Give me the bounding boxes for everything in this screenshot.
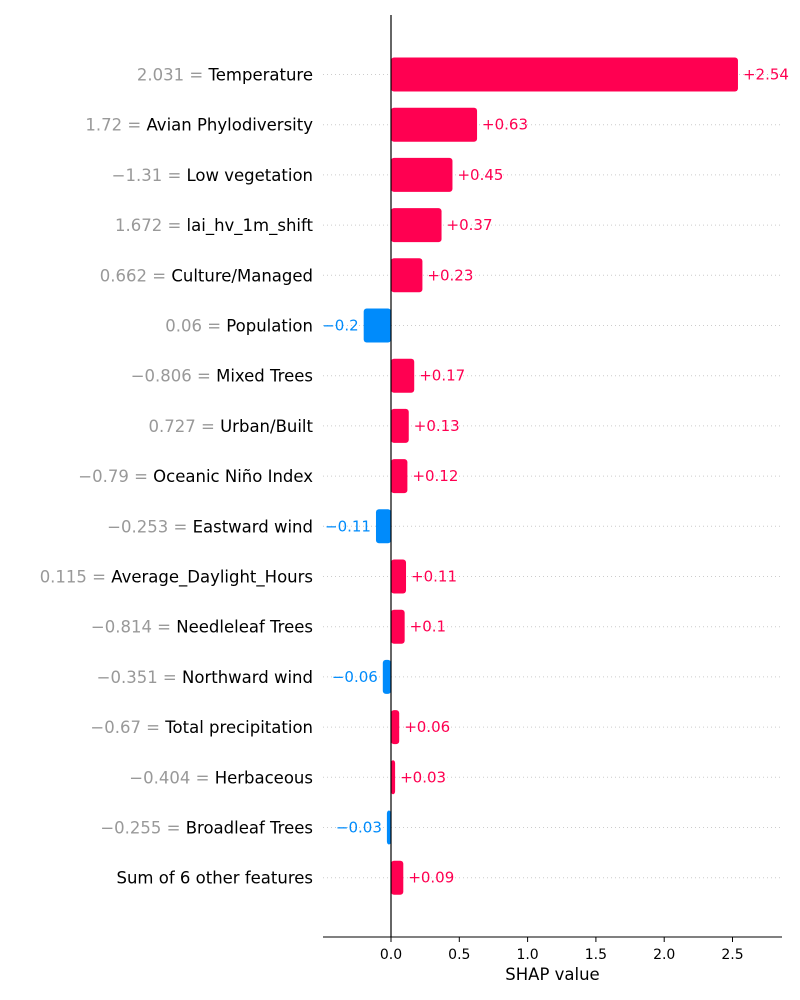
feature-name: Temperature — [207, 66, 313, 85]
shap-bar — [382, 659, 391, 694]
shap-bar — [363, 308, 391, 343]
feature-value: 2.031 = — [137, 66, 209, 85]
feature-name: Needleleaf Trees — [176, 618, 313, 637]
feature-value: −1.31 = — [112, 166, 187, 185]
shap-bar — [375, 509, 391, 544]
feature-name: Avian Phylodiversity — [146, 116, 313, 135]
feature-label: 0.727 = Urban/Built — [149, 417, 314, 436]
feature-value: 0.06 = — [165, 317, 226, 336]
feature-label: 0.662 = Culture/Managed — [100, 266, 313, 285]
x-axis-label: SHAP value — [505, 965, 599, 984]
bar-value-label: +0.09 — [408, 869, 454, 887]
bar-value-label: +0.12 — [412, 467, 458, 485]
feature-value: 1.672 = — [115, 216, 187, 235]
feature-label: 0.06 = Population — [165, 317, 313, 336]
x-tick-label: 2.5 — [721, 947, 743, 963]
feature-label: −0.404 = Herbaceous — [129, 768, 313, 787]
feature-name: lai_hv_1m_shift — [187, 216, 314, 236]
feature-name: Mixed Trees — [216, 367, 313, 386]
bar-value-label: +0.13 — [414, 417, 460, 435]
feature-name: Average_Daylight_Hours — [111, 568, 313, 588]
feature-value: −0.255 = — [100, 819, 185, 838]
shap-bar — [391, 559, 407, 594]
bar-value-label: −0.11 — [325, 517, 371, 535]
x-axis: 0.0 0.5 1.0 1.5 2.0 2.5 — [323, 936, 782, 963]
feature-value: −0.253 = — [107, 517, 192, 536]
bar-value-label: −0.03 — [336, 819, 382, 837]
feature-name: Broadleaf Trees — [186, 819, 313, 838]
feature-label: 1.72 = Avian Phylodiversity — [85, 116, 313, 135]
feature-value: −0.814 = — [91, 618, 176, 637]
x-tick-label: 1.5 — [585, 947, 607, 963]
feature-value: −0.351 = — [97, 668, 182, 687]
bars: +2.54 +0.63 +0.45 +0.37 +0.23 −0.2 +0.17 +0.13 +… — [322, 57, 789, 895]
bar-value-label: +0.23 — [427, 266, 473, 284]
feature-label: −0.79 = Oceanic Niño Index — [78, 467, 313, 486]
feature-label: −0.814 = Needleleaf Trees — [91, 618, 313, 637]
shap-bar — [391, 208, 442, 243]
bar-value-label: +0.37 — [447, 216, 493, 234]
feature-label: −0.255 = Broadleaf Trees — [100, 819, 313, 838]
shap-bar — [391, 710, 400, 745]
shap-bar — [391, 258, 423, 293]
feature-name: Sum of 6 other features — [116, 869, 313, 888]
shap-bar — [391, 609, 405, 644]
feature-name: Urban/Built — [220, 417, 313, 436]
feature-label: −0.67 = Total precipitation — [90, 718, 313, 737]
feature-name: Low vegetation — [187, 166, 313, 185]
feature-name: Culture/Managed — [171, 266, 313, 285]
shap-bar — [391, 408, 409, 443]
shap-bar — [386, 810, 391, 845]
feature-label: −0.253 = Eastward wind — [107, 517, 313, 536]
feature-label: Sum of 6 other features — [116, 869, 313, 888]
feature-label: −0.806 = Mixed Trees — [131, 367, 313, 386]
feature-label: −1.31 = Low vegetation — [112, 166, 313, 185]
bar-value-label: +0.1 — [410, 618, 446, 636]
shap-bar — [391, 157, 453, 192]
bar-value-label: −0.2 — [322, 317, 358, 335]
feature-value: −0.806 = — [131, 367, 216, 386]
shap-bar — [391, 107, 478, 142]
feature-name: Population — [226, 317, 313, 336]
feature-name: Eastward wind — [193, 517, 313, 536]
feature-name: Total precipitation — [164, 718, 313, 737]
feature-label: −0.351 = Northward wind — [97, 668, 313, 687]
bar-value-label: +0.03 — [400, 768, 446, 786]
bar-value-label: +0.17 — [419, 367, 465, 385]
feature-value: −0.79 = — [78, 467, 153, 486]
shap-bar — [391, 760, 396, 795]
bar-value-label: −0.06 — [332, 668, 378, 686]
shap-bar — [391, 459, 408, 494]
feature-name: Herbaceous — [215, 768, 313, 787]
bar-value-label: +2.54 — [743, 66, 789, 84]
feature-value: 0.662 = — [100, 266, 172, 285]
shap-bar — [391, 358, 415, 393]
feature-value: 0.115 = — [40, 568, 112, 587]
x-tick-label: 0.0 — [380, 947, 402, 963]
x-tick-label: 2.0 — [653, 947, 675, 963]
feature-labels: 2.031 = Temperature 1.72 = Avian Phylodiv… — [40, 66, 314, 888]
feature-value: −0.404 = — [129, 768, 214, 787]
shap-bar — [391, 860, 404, 895]
bar-value-label: +0.11 — [411, 568, 457, 586]
x-tick-label: 0.5 — [448, 947, 470, 963]
feature-label: 0.115 = Average_Daylight_Hours — [40, 568, 313, 588]
x-tick-label: 1.0 — [516, 947, 538, 963]
feature-value: −0.67 = — [90, 718, 165, 737]
feature-label: 1.672 = lai_hv_1m_shift — [115, 216, 314, 236]
feature-name: Northward wind — [182, 668, 313, 687]
feature-value: 0.727 = — [149, 417, 221, 436]
shap-bar — [391, 57, 738, 92]
bar-value-label: +0.45 — [457, 166, 503, 184]
feature-name: Oceanic Niño Index — [153, 467, 313, 486]
bar-value-label: +0.63 — [482, 116, 528, 134]
bar-value-label: +0.06 — [404, 718, 450, 736]
feature-label: 2.031 = Temperature — [137, 66, 313, 85]
feature-value: 1.72 = — [85, 116, 146, 135]
